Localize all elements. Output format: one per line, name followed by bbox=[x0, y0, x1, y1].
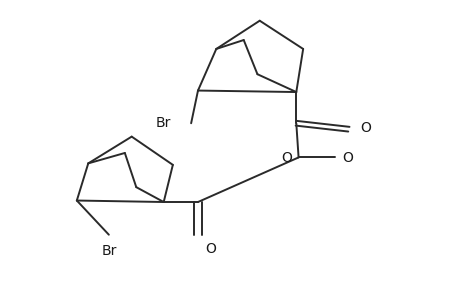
Text: O: O bbox=[280, 151, 291, 165]
Text: Br: Br bbox=[155, 116, 170, 130]
Text: Br: Br bbox=[101, 244, 116, 258]
Text: O: O bbox=[341, 151, 352, 165]
Text: O: O bbox=[204, 242, 215, 256]
Text: O: O bbox=[359, 121, 370, 135]
